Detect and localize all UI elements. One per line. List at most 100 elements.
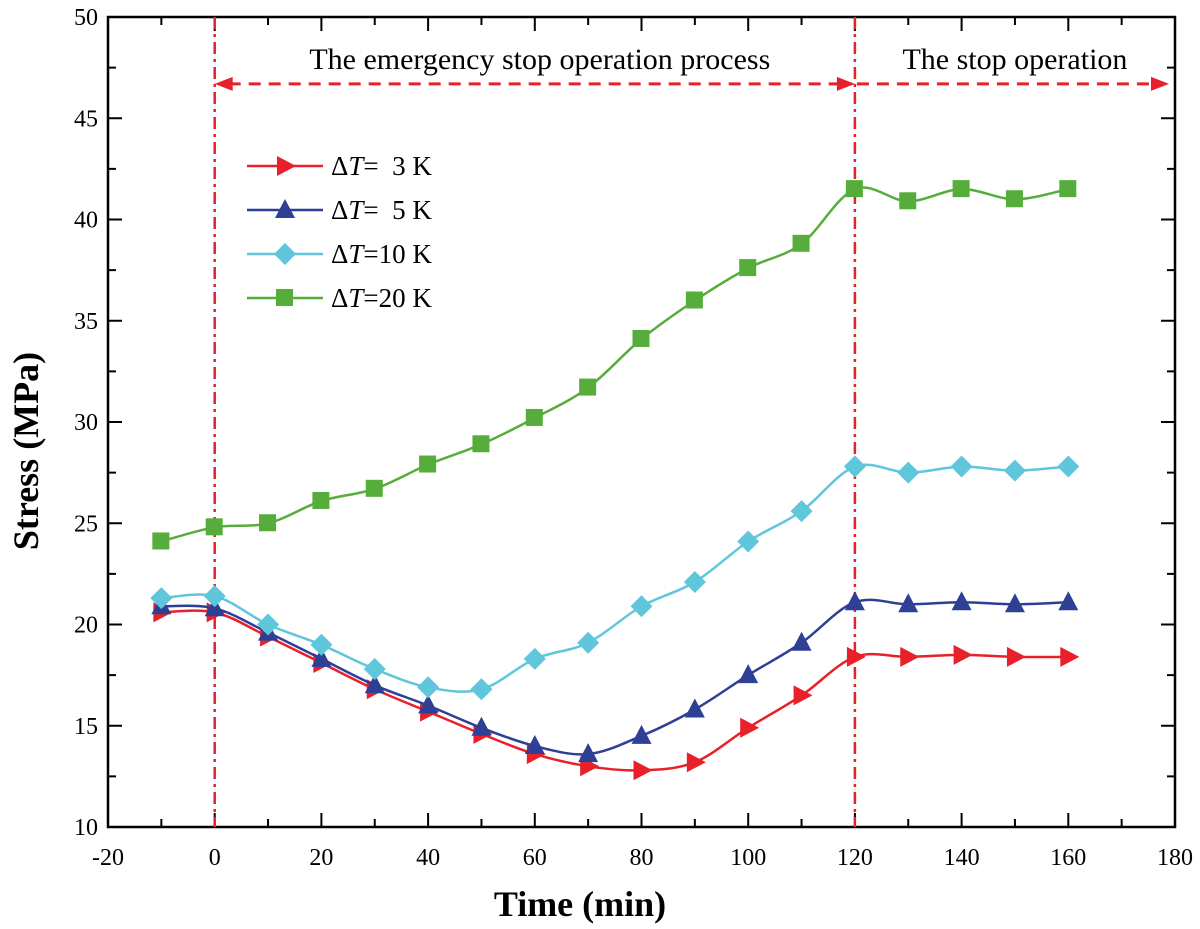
data-point: [632, 329, 650, 347]
data-point: [631, 724, 652, 744]
y-tick-label: 25: [74, 511, 98, 537]
series-line: [161, 186, 1069, 543]
x-tick-label: 80: [630, 845, 654, 871]
data-point: [257, 613, 280, 636]
data-point: [633, 760, 653, 781]
x-tick-label: 180: [1157, 845, 1193, 871]
legend-marker: [275, 199, 295, 218]
y-tick-label: 10: [74, 815, 98, 841]
legend-marker: [274, 243, 296, 265]
arrow-emergency-stop: [214, 76, 855, 91]
legend-label: ΔT= 5 K: [331, 195, 432, 225]
arrow-head-left: [214, 76, 233, 91]
data-point: [897, 461, 920, 484]
data-point: [952, 180, 970, 198]
series-1: [153, 602, 1080, 781]
series-line: [161, 463, 1069, 693]
data-point: [739, 259, 757, 277]
data-point: [900, 646, 920, 667]
arrow-stop-operation: [856, 76, 1169, 91]
x-tick-label: 20: [309, 845, 333, 871]
data-point: [471, 716, 492, 736]
x-tick-label: 120: [837, 845, 873, 871]
y-tick-label: 30: [74, 410, 98, 436]
x-tick-label: 60: [523, 845, 547, 871]
data-point: [472, 435, 490, 453]
y-tick-label: 50: [74, 5, 98, 31]
data-point: [259, 514, 277, 532]
data-point: [792, 234, 810, 252]
data-point: [418, 694, 439, 714]
data-point: [1059, 180, 1077, 198]
data-point: [419, 455, 437, 473]
annotation-emergency-stop: The emergency stop operation process: [309, 43, 770, 76]
arrow-head-right: [836, 76, 855, 91]
legend-label: ΔT=20 K: [331, 283, 432, 313]
phase-divider-lines: [213, 17, 857, 827]
legend: ΔT= 3 K ΔT= 5 K ΔT=10 K ΔT=20 K: [247, 151, 432, 313]
data-point: [579, 378, 597, 396]
legend-label: ΔT= 3 K: [331, 151, 432, 181]
legend-item: ΔT= 5 K: [247, 195, 432, 225]
data-point: [843, 455, 866, 478]
data-point: [578, 743, 599, 763]
annotation-stop-operation: The stop operation: [902, 43, 1127, 76]
series-2: [151, 591, 1079, 763]
axis-ticks: -20 0 20 40 60 80 100 120 140 160 180 10 15 20 25 30 35 4…: [74, 5, 1193, 871]
data-point: [685, 291, 703, 309]
data-point: [899, 192, 917, 210]
y-tick-label: 35: [74, 309, 98, 335]
data-point: [1005, 190, 1023, 208]
data-point: [417, 676, 440, 699]
y-axis-title: Stress (MPa): [6, 352, 46, 550]
data-point: [577, 631, 600, 654]
y-tick-label: 40: [74, 208, 98, 234]
data-point: [205, 518, 223, 536]
data-point: [150, 587, 173, 610]
legend-marker: [277, 156, 296, 176]
series-4: [152, 180, 1077, 550]
legend-marker: [276, 289, 293, 306]
data-point: [790, 500, 813, 523]
data-point: [630, 595, 653, 618]
y-tick-label: 45: [74, 106, 98, 132]
data-point: [683, 570, 706, 593]
data-point: [470, 678, 493, 701]
data-point: [737, 530, 760, 553]
data-point: [793, 685, 813, 706]
data-point: [203, 585, 226, 608]
legend-label: ΔT=10 K: [331, 239, 432, 269]
x-tick-label: 100: [730, 845, 766, 871]
y-tick-label: 20: [74, 613, 98, 639]
arrow-head-right: [1151, 76, 1169, 91]
y-tick-label: 15: [74, 714, 98, 740]
data-point: [1006, 646, 1026, 667]
data-point: [365, 479, 383, 497]
x-tick-label: 0: [209, 845, 221, 871]
x-axis-title: Time (min): [494, 884, 666, 924]
data-point: [524, 735, 545, 754]
series-3: [150, 455, 1080, 701]
x-tick-label: 40: [416, 845, 440, 871]
legend-item: ΔT= 3 K: [247, 151, 432, 181]
series-line: [161, 598, 1069, 756]
data-point: [791, 631, 812, 651]
legend-item: ΔT=10 K: [247, 239, 432, 269]
data-point: [951, 591, 972, 611]
x-tick-label: 160: [1050, 845, 1086, 871]
data-point: [846, 646, 866, 667]
data-point: [898, 593, 919, 613]
data-point: [740, 717, 760, 738]
data-point: [312, 491, 330, 509]
x-tick-label: 140: [944, 845, 980, 871]
legend-item: ΔT=20 K: [247, 283, 432, 313]
plot-frame: [106, 15, 1177, 829]
data-point: [311, 647, 332, 667]
x-tick-label: -20: [92, 845, 124, 871]
data-point: [1003, 459, 1026, 482]
data-point: [684, 698, 705, 718]
data-series: [150, 180, 1080, 781]
data-point: [364, 674, 385, 694]
data-point: [1058, 591, 1079, 611]
